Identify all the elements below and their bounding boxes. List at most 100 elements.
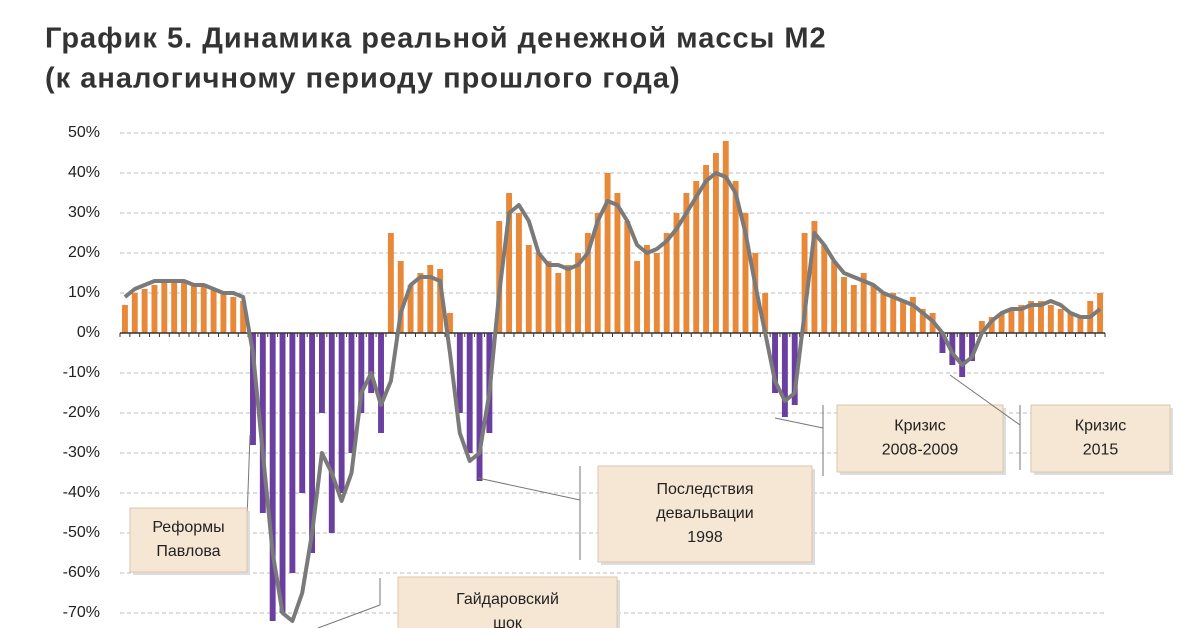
bar — [870, 285, 877, 333]
bar — [161, 281, 168, 333]
bar — [772, 333, 778, 393]
bar — [969, 333, 975, 361]
bar — [397, 261, 404, 333]
bar — [269, 333, 276, 621]
y-tick-label: 40% — [68, 164, 100, 181]
bar — [378, 333, 384, 433]
bar — [506, 193, 513, 333]
bar — [141, 289, 148, 333]
bar — [1028, 301, 1035, 333]
bar — [634, 261, 641, 333]
y-tick-label: 50% — [68, 124, 100, 141]
y-tick-label: -50% — [63, 524, 100, 541]
bar — [1047, 305, 1054, 333]
bar — [1067, 313, 1074, 333]
bar — [456, 333, 463, 413]
bar — [762, 293, 769, 333]
bar — [279, 333, 286, 613]
bar — [919, 309, 926, 333]
bar — [220, 293, 227, 333]
bar — [663, 233, 670, 333]
bar — [417, 273, 424, 333]
y-tick-label: -10% — [63, 364, 100, 381]
bar — [447, 313, 453, 333]
bar — [811, 221, 818, 333]
annotation-text: Реформы — [152, 519, 224, 536]
annotation-box — [1030, 404, 1171, 473]
annotation-text: Последствия — [656, 481, 753, 498]
y-tick-label: -30% — [63, 444, 100, 461]
annotation-connector — [774, 417, 824, 429]
bar — [722, 141, 729, 333]
bar — [1018, 305, 1025, 333]
annotation-box — [836, 404, 1004, 473]
bar — [318, 333, 325, 413]
bar — [978, 321, 985, 333]
bar — [525, 245, 532, 333]
bar — [289, 333, 296, 573]
bar — [584, 233, 591, 333]
annotation-connector — [317, 604, 381, 628]
y-tick-label: -70% — [63, 604, 100, 621]
bar — [880, 293, 887, 333]
bar — [1008, 309, 1015, 333]
annotation-text: Гайдаровский — [456, 591, 559, 608]
bar — [151, 285, 158, 333]
bar — [555, 273, 562, 333]
bar — [171, 281, 178, 333]
chart-subtitle: (к аналогичному периоду прошлого года) — [45, 63, 681, 95]
bar — [575, 253, 581, 333]
bar — [358, 333, 365, 413]
y-tick-label: -60% — [63, 564, 100, 581]
bar — [1038, 301, 1044, 333]
bar — [791, 333, 798, 405]
bar — [387, 233, 394, 333]
y-tick-label: 10% — [68, 284, 100, 301]
bar — [565, 265, 572, 333]
bar — [328, 333, 335, 533]
bar — [693, 181, 700, 333]
bar — [250, 333, 256, 445]
bar — [821, 245, 828, 333]
bar — [427, 265, 434, 333]
bar — [683, 193, 690, 333]
bar — [476, 333, 483, 481]
bar — [850, 285, 857, 333]
bar — [742, 213, 749, 333]
bar — [210, 289, 217, 333]
annotation-text: Кризис — [894, 418, 945, 435]
bar — [614, 193, 621, 333]
annotation-box — [597, 465, 813, 563]
bar — [515, 213, 522, 333]
annotation-box — [397, 576, 618, 628]
bar — [703, 165, 710, 333]
bar — [673, 213, 680, 333]
bar — [624, 221, 631, 333]
annotation-text: 2008-2009 — [882, 442, 959, 459]
annotation-box — [129, 507, 248, 573]
bar — [181, 281, 187, 333]
y-tick-label: 20% — [68, 244, 100, 261]
bar — [841, 277, 847, 333]
bar — [407, 285, 414, 333]
chart-title: График 5. Динамика реальной денежной мас… — [45, 23, 827, 55]
bar — [368, 333, 375, 393]
annotation-connector — [246, 434, 251, 521]
bar — [338, 333, 345, 493]
bar — [781, 333, 788, 417]
bar — [437, 269, 444, 333]
annotation-connector — [477, 477, 581, 501]
y-tick-label: 0% — [77, 324, 100, 341]
bar — [909, 297, 916, 333]
annotation-text: Павлова — [156, 543, 220, 560]
annotation-text: шок — [493, 615, 523, 628]
bar — [309, 333, 316, 553]
bar — [190, 285, 197, 333]
bar — [545, 261, 552, 333]
y-tick-label: 30% — [68, 204, 100, 221]
bar — [890, 293, 897, 333]
annotation-connector — [949, 374, 1021, 426]
annotation-text: 1998 — [687, 529, 723, 546]
y-tick-label: -20% — [63, 404, 100, 421]
